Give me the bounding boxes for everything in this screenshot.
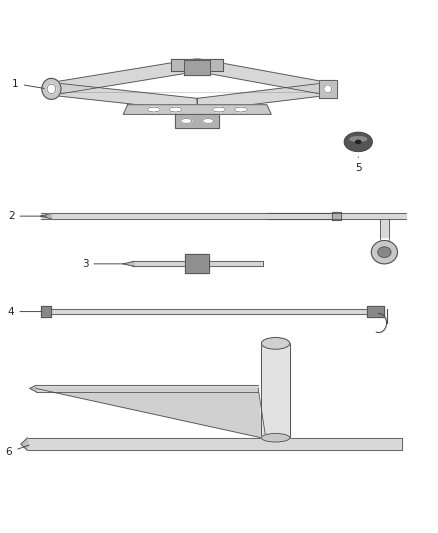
Text: 2: 2 [8, 211, 46, 221]
Ellipse shape [344, 132, 372, 151]
Ellipse shape [47, 84, 56, 94]
Ellipse shape [261, 433, 290, 442]
Polygon shape [197, 83, 328, 111]
Ellipse shape [181, 118, 192, 123]
Text: 1: 1 [12, 78, 44, 88]
Ellipse shape [371, 240, 397, 264]
Ellipse shape [234, 107, 247, 112]
Ellipse shape [212, 107, 226, 112]
Polygon shape [51, 59, 198, 95]
Polygon shape [51, 83, 198, 111]
Polygon shape [367, 306, 385, 317]
Polygon shape [28, 438, 402, 450]
Polygon shape [267, 214, 406, 219]
Ellipse shape [356, 140, 361, 143]
Ellipse shape [203, 118, 214, 123]
Polygon shape [332, 212, 341, 220]
Ellipse shape [147, 107, 160, 112]
Polygon shape [380, 219, 389, 237]
Polygon shape [197, 59, 328, 95]
Text: 4: 4 [8, 306, 42, 317]
Polygon shape [132, 262, 262, 266]
Polygon shape [41, 214, 51, 219]
Polygon shape [319, 79, 336, 98]
Polygon shape [21, 438, 28, 450]
Ellipse shape [42, 78, 61, 99]
Text: 5: 5 [355, 157, 362, 173]
Polygon shape [171, 59, 223, 71]
Ellipse shape [324, 85, 332, 93]
Polygon shape [41, 306, 51, 317]
Ellipse shape [350, 136, 367, 141]
Polygon shape [185, 254, 209, 273]
Polygon shape [49, 309, 385, 314]
Text: 3: 3 [82, 259, 125, 269]
Ellipse shape [378, 247, 391, 257]
Ellipse shape [169, 107, 182, 112]
Polygon shape [123, 262, 134, 266]
Polygon shape [36, 389, 261, 438]
Polygon shape [261, 343, 290, 438]
Polygon shape [41, 214, 336, 219]
Ellipse shape [261, 337, 290, 349]
Polygon shape [36, 385, 258, 392]
Polygon shape [176, 114, 219, 127]
Polygon shape [123, 105, 271, 114]
Polygon shape [30, 385, 36, 392]
Polygon shape [184, 60, 210, 75]
Text: 6: 6 [6, 445, 29, 457]
